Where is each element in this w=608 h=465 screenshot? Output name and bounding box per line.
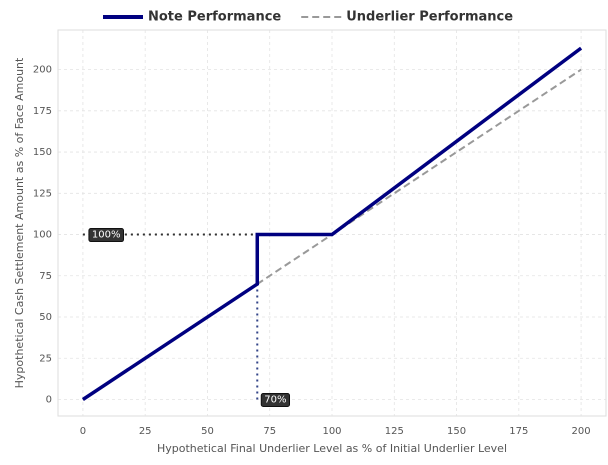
y-tick-label: 150	[33, 147, 52, 158]
x-tick-label: 75	[263, 426, 276, 437]
y-tick-label: 0	[46, 395, 52, 406]
x-tick-label: 200	[572, 426, 591, 437]
annotation-box	[88, 228, 125, 243]
y-tick-label: 25	[39, 353, 52, 364]
x-axis-label: Hypothetical Final Underlier Level as % …	[157, 442, 507, 455]
annotation: 70%	[260, 393, 291, 408]
annotation-label: 70%	[264, 395, 286, 406]
x-tick-label: 0	[80, 426, 86, 437]
annotation-label: 100%	[92, 230, 121, 241]
legend-label: Note Performance	[148, 10, 281, 25]
annotation: 100%	[88, 228, 125, 243]
y-tick-label: 175	[33, 106, 52, 117]
x-tick-label: 100	[322, 426, 341, 437]
x-tick-label: 50	[201, 426, 214, 437]
annotation-box	[260, 393, 291, 408]
y-tick-label: 75	[39, 271, 52, 282]
x-tick-label: 150	[447, 426, 466, 437]
y-tick-label: 100	[33, 230, 52, 241]
y-tick-label: 50	[39, 312, 52, 323]
y-tick-label: 200	[33, 65, 52, 76]
series-line	[81, 46, 583, 401]
x-tick-label: 125	[385, 426, 404, 437]
y-axis-label: Hypothetical Cash Settlement Amount as %…	[13, 57, 26, 388]
y-tick-label: 125	[33, 188, 52, 199]
legend-label: Underlier Performance	[346, 10, 513, 25]
x-tick-label: 25	[139, 426, 152, 437]
x-tick-label: 175	[509, 426, 528, 437]
